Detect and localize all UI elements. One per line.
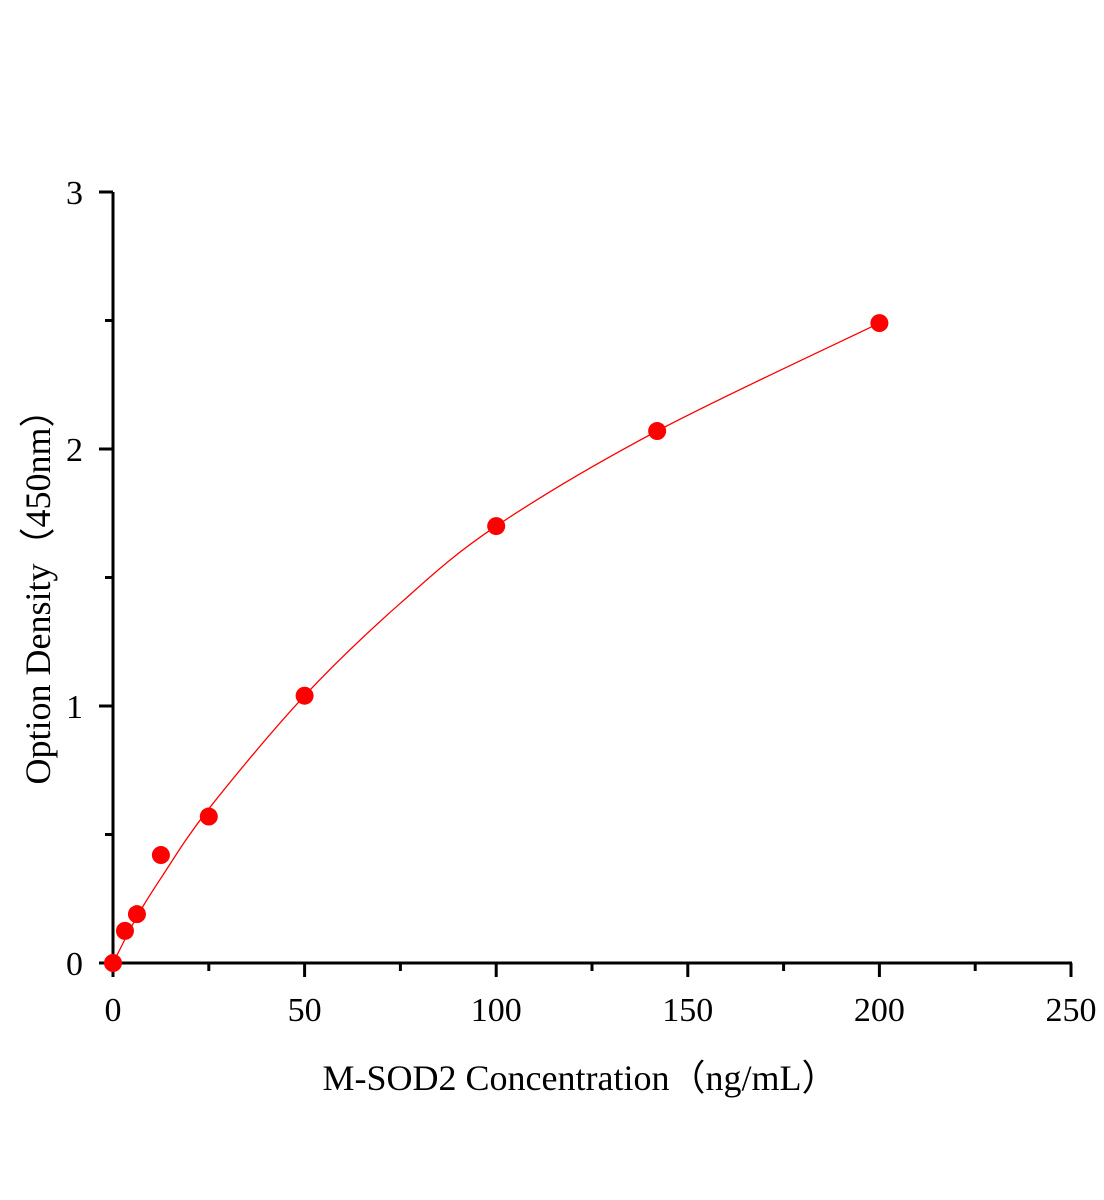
x-tick-label: 100 [471,992,522,1029]
data-point [104,954,122,972]
x-tick-label: 200 [854,992,905,1029]
y-tick-label: 2 [66,432,83,469]
x-tick-label: 0 [105,992,122,1029]
y-tick-label: 3 [66,175,83,212]
fit-curve [112,322,880,964]
data-point [295,686,314,705]
axes [99,190,1073,977]
data-point [199,807,218,826]
y-tick-label: 1 [66,689,83,726]
x-tick-label: 250 [1046,992,1097,1029]
data-point [870,314,889,333]
data-point [115,921,134,940]
x-axis-label: M-SOD2 Concentration（ng/mL） [323,1058,838,1098]
x-tick-label: 150 [662,992,713,1029]
y-axis-label: Option Density（450nm） [18,392,58,785]
data-points [104,314,889,972]
data-point [487,517,506,536]
data-point [127,905,146,924]
y-tick-label: 0 [66,946,83,983]
x-tick-label: 50 [288,992,322,1029]
tick-labels: 0 50 100 150 200 250 0 1 2 3 [66,175,1097,1029]
data-point [648,422,667,441]
data-point [151,846,170,865]
